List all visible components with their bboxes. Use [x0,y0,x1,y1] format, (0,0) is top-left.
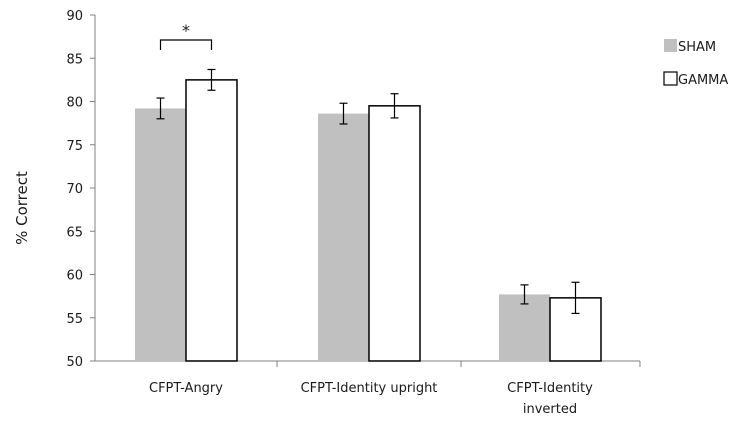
category-label: CFPT-Identity [507,381,593,396]
bar-sham-2 [499,294,550,361]
category-label: CFPT-Identity upright [301,381,438,396]
bar-gamma-0 [185,79,238,362]
y-tick-label: 85 [66,52,83,67]
y-tick-label: 70 [66,182,83,197]
significance-bracket [159,39,213,50]
y-tick-label: 80 [66,96,83,111]
y-tick-label: 50 [66,355,83,370]
y-tick-label: 55 [66,312,83,327]
legend-swatch-gamma [663,71,678,86]
labels: 50 55 60 65 70 75 80 85 90 % Correct CFPT-Angry CFP… [13,9,593,417]
bar-sham-0 [135,108,186,361]
y-tick-label: 75 [66,139,83,154]
y-tick-label: 65 [66,225,83,240]
y-tick-label: 90 [66,9,83,24]
bar-sham-1 [318,113,369,361]
y-tick-label: 60 [66,269,83,284]
significance-marker: * [182,21,190,40]
bars [135,79,602,362]
legend-label-gamma: GAMMA [678,73,728,88]
bar-gamma-1 [368,105,421,362]
annotations: * [159,21,213,50]
legend-swatch-sham [664,39,677,52]
error-bars [156,68,580,315]
category-label: inverted [523,402,577,417]
category-label: CFPT-Angry [149,381,223,396]
y-axis-label: % Correct [13,171,31,245]
legend-label-sham: SHAM [678,40,716,55]
legend: SHAM GAMMA [663,39,728,88]
